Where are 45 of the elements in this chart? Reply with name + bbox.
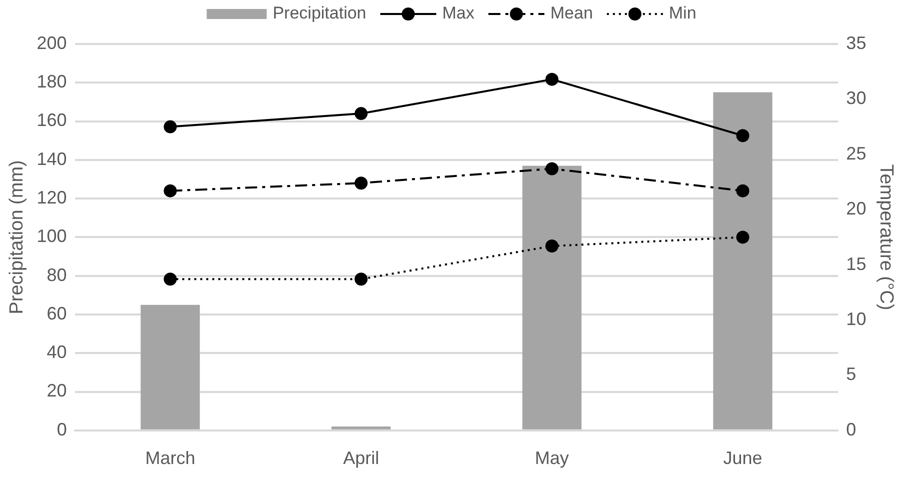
- x-tick-label: June: [723, 448, 762, 468]
- point: [736, 230, 750, 244]
- y2-tick-label: 30: [846, 88, 866, 108]
- point: [164, 184, 177, 198]
- y-tick-label: 200: [36, 32, 67, 53]
- bar: [140, 304, 200, 430]
- y-tick-label: 80: [46, 264, 67, 285]
- point: [545, 72, 558, 86]
- point: [354, 176, 368, 190]
- y-tick-label: 40: [46, 342, 67, 362]
- y-tick-label: 120: [36, 188, 67, 208]
- legend-label: Min: [668, 4, 696, 23]
- y-tick-label: 100: [36, 226, 67, 246]
- y-tick-label: 0: [56, 419, 67, 440]
- point: [164, 272, 177, 286]
- bar: [332, 426, 391, 430]
- point: [736, 184, 750, 198]
- x-tick-label: March: [145, 448, 196, 468]
- y-tick-label: 140: [36, 148, 67, 169]
- y-tick-label: 160: [36, 110, 67, 130]
- bar: [713, 92, 772, 430]
- point: [545, 162, 558, 176]
- y2-tick-label: 20: [846, 198, 866, 219]
- y-tick-label: 60: [46, 303, 67, 324]
- y2-tick-label: 5: [846, 364, 856, 384]
- point: [736, 129, 750, 142]
- point: [164, 120, 177, 134]
- y2-axis-title: Temperature (°C): [875, 164, 896, 310]
- point: [354, 107, 368, 120]
- y-tick-label: 20: [46, 380, 67, 401]
- y2-tick-label: 35: [846, 32, 866, 53]
- y2-tick-label: 10: [846, 308, 866, 329]
- legend-label: Precipitation: [272, 4, 366, 23]
- x-tick-label: May: [534, 448, 569, 468]
- y2-tick-label: 0: [846, 419, 856, 440]
- y-tick-label: 180: [36, 72, 67, 92]
- y2-tick-label: 15: [846, 254, 866, 274]
- bar: [522, 166, 582, 430]
- x-tick-label: April: [343, 448, 380, 468]
- y2-tick-label: 25: [846, 143, 866, 164]
- point: [354, 272, 368, 286]
- point: [545, 240, 558, 253]
- legend-label: Max: [442, 4, 475, 23]
- legend-label: Mean: [550, 4, 593, 23]
- y-axis-title: Precipitation (mm): [6, 160, 28, 314]
